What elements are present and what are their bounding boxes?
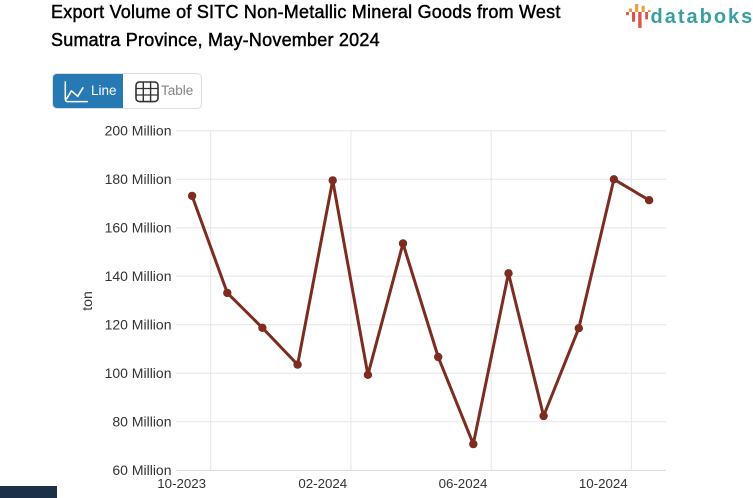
svg-text:10-2024: 10-2024 [579, 476, 628, 491]
svg-text:ton: ton [79, 291, 95, 310]
svg-text:databoks: databoks [651, 6, 753, 28]
svg-text:80 Million: 80 Million [112, 414, 171, 430]
svg-text:200 Million: 200 Million [105, 123, 172, 139]
svg-text:100 Million: 100 Million [105, 365, 172, 381]
svg-text:60 Million: 60 Million [112, 462, 171, 478]
svg-text:10-2023: 10-2023 [157, 476, 206, 491]
svg-text:160 Million: 160 Million [105, 220, 172, 236]
svg-text:140 Million: 140 Million [105, 268, 172, 284]
svg-text:120 Million: 120 Million [105, 317, 172, 333]
svg-text:02-2024: 02-2024 [298, 476, 347, 491]
svg-text:06-2024: 06-2024 [439, 476, 488, 491]
svg-text:180 Million: 180 Million [105, 171, 172, 187]
